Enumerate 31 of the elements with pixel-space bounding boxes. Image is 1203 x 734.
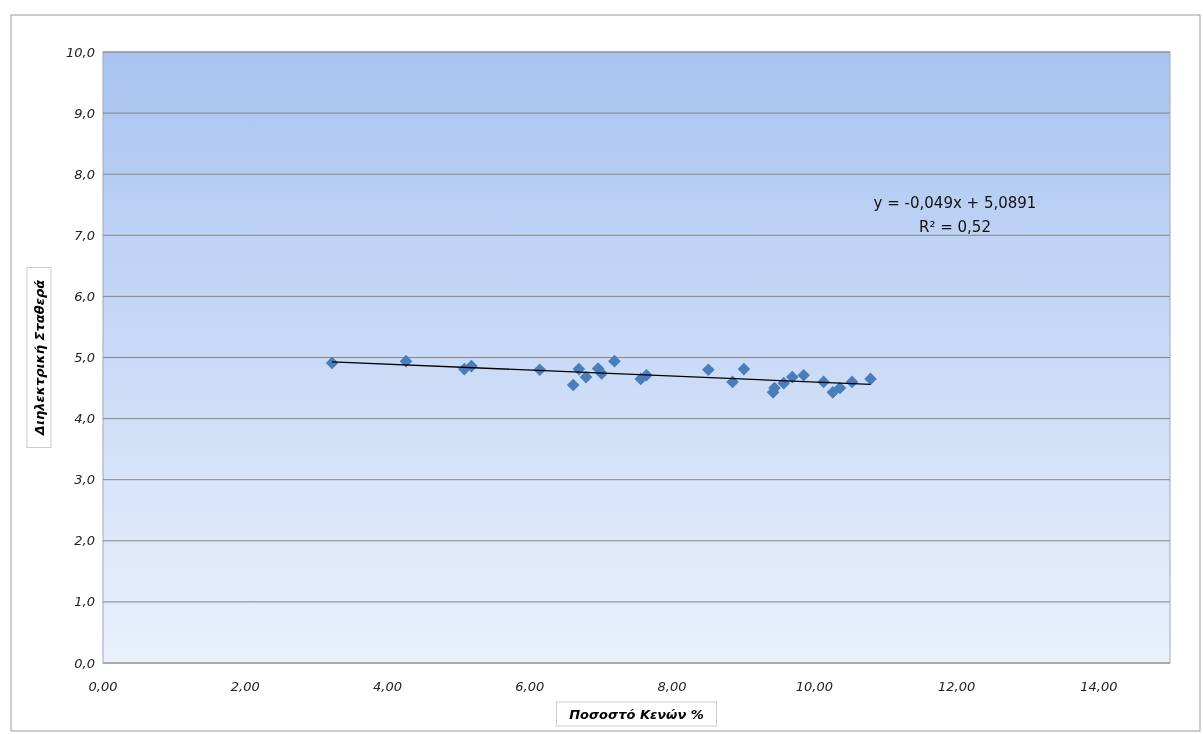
x-tick-label: 12,00 xyxy=(937,679,976,694)
x-tick-label: 0,00 xyxy=(88,679,118,694)
point xyxy=(608,354,621,368)
point xyxy=(826,386,840,399)
x-tick-label: 10,00 xyxy=(795,679,833,694)
point xyxy=(702,363,715,377)
y-axis-title: Διηλεκτρική Σταθερά xyxy=(32,279,47,437)
y-tick-label: 5,0 xyxy=(74,350,95,366)
point xyxy=(797,368,810,382)
x-axis-title: Ποσοστό Κενών % xyxy=(569,707,704,722)
y-tick-label: 4,0 xyxy=(74,411,95,427)
x-tick-label: 14,00 xyxy=(1080,679,1118,694)
y-tick-label: 6,0 xyxy=(74,288,95,304)
y-tick-label: 3,0 xyxy=(74,472,95,488)
x-tick-label: 2,00 xyxy=(230,679,260,694)
x-tick-label: 4,00 xyxy=(373,679,403,694)
y-tick-label: 9,0 xyxy=(74,105,95,121)
y-tick-label: 0,0 xyxy=(74,655,95,671)
y-tick-label: 2,0 xyxy=(74,533,95,549)
y-tick-label: 10,0 xyxy=(66,44,95,60)
y-tick-label: 1,0 xyxy=(74,594,95,610)
x-tick-label: 6,00 xyxy=(515,679,545,694)
y-tick-label: 7,0 xyxy=(74,227,95,243)
annotation: y = -0,049x + 5,0891 xyxy=(873,194,1037,212)
annotation: R² = 0,52 xyxy=(919,218,991,236)
point xyxy=(737,362,751,376)
point xyxy=(833,381,847,395)
point xyxy=(566,378,580,392)
point xyxy=(579,370,593,384)
x-tick-label: 8,00 xyxy=(657,679,687,694)
y-tick-label: 8,0 xyxy=(74,166,95,182)
